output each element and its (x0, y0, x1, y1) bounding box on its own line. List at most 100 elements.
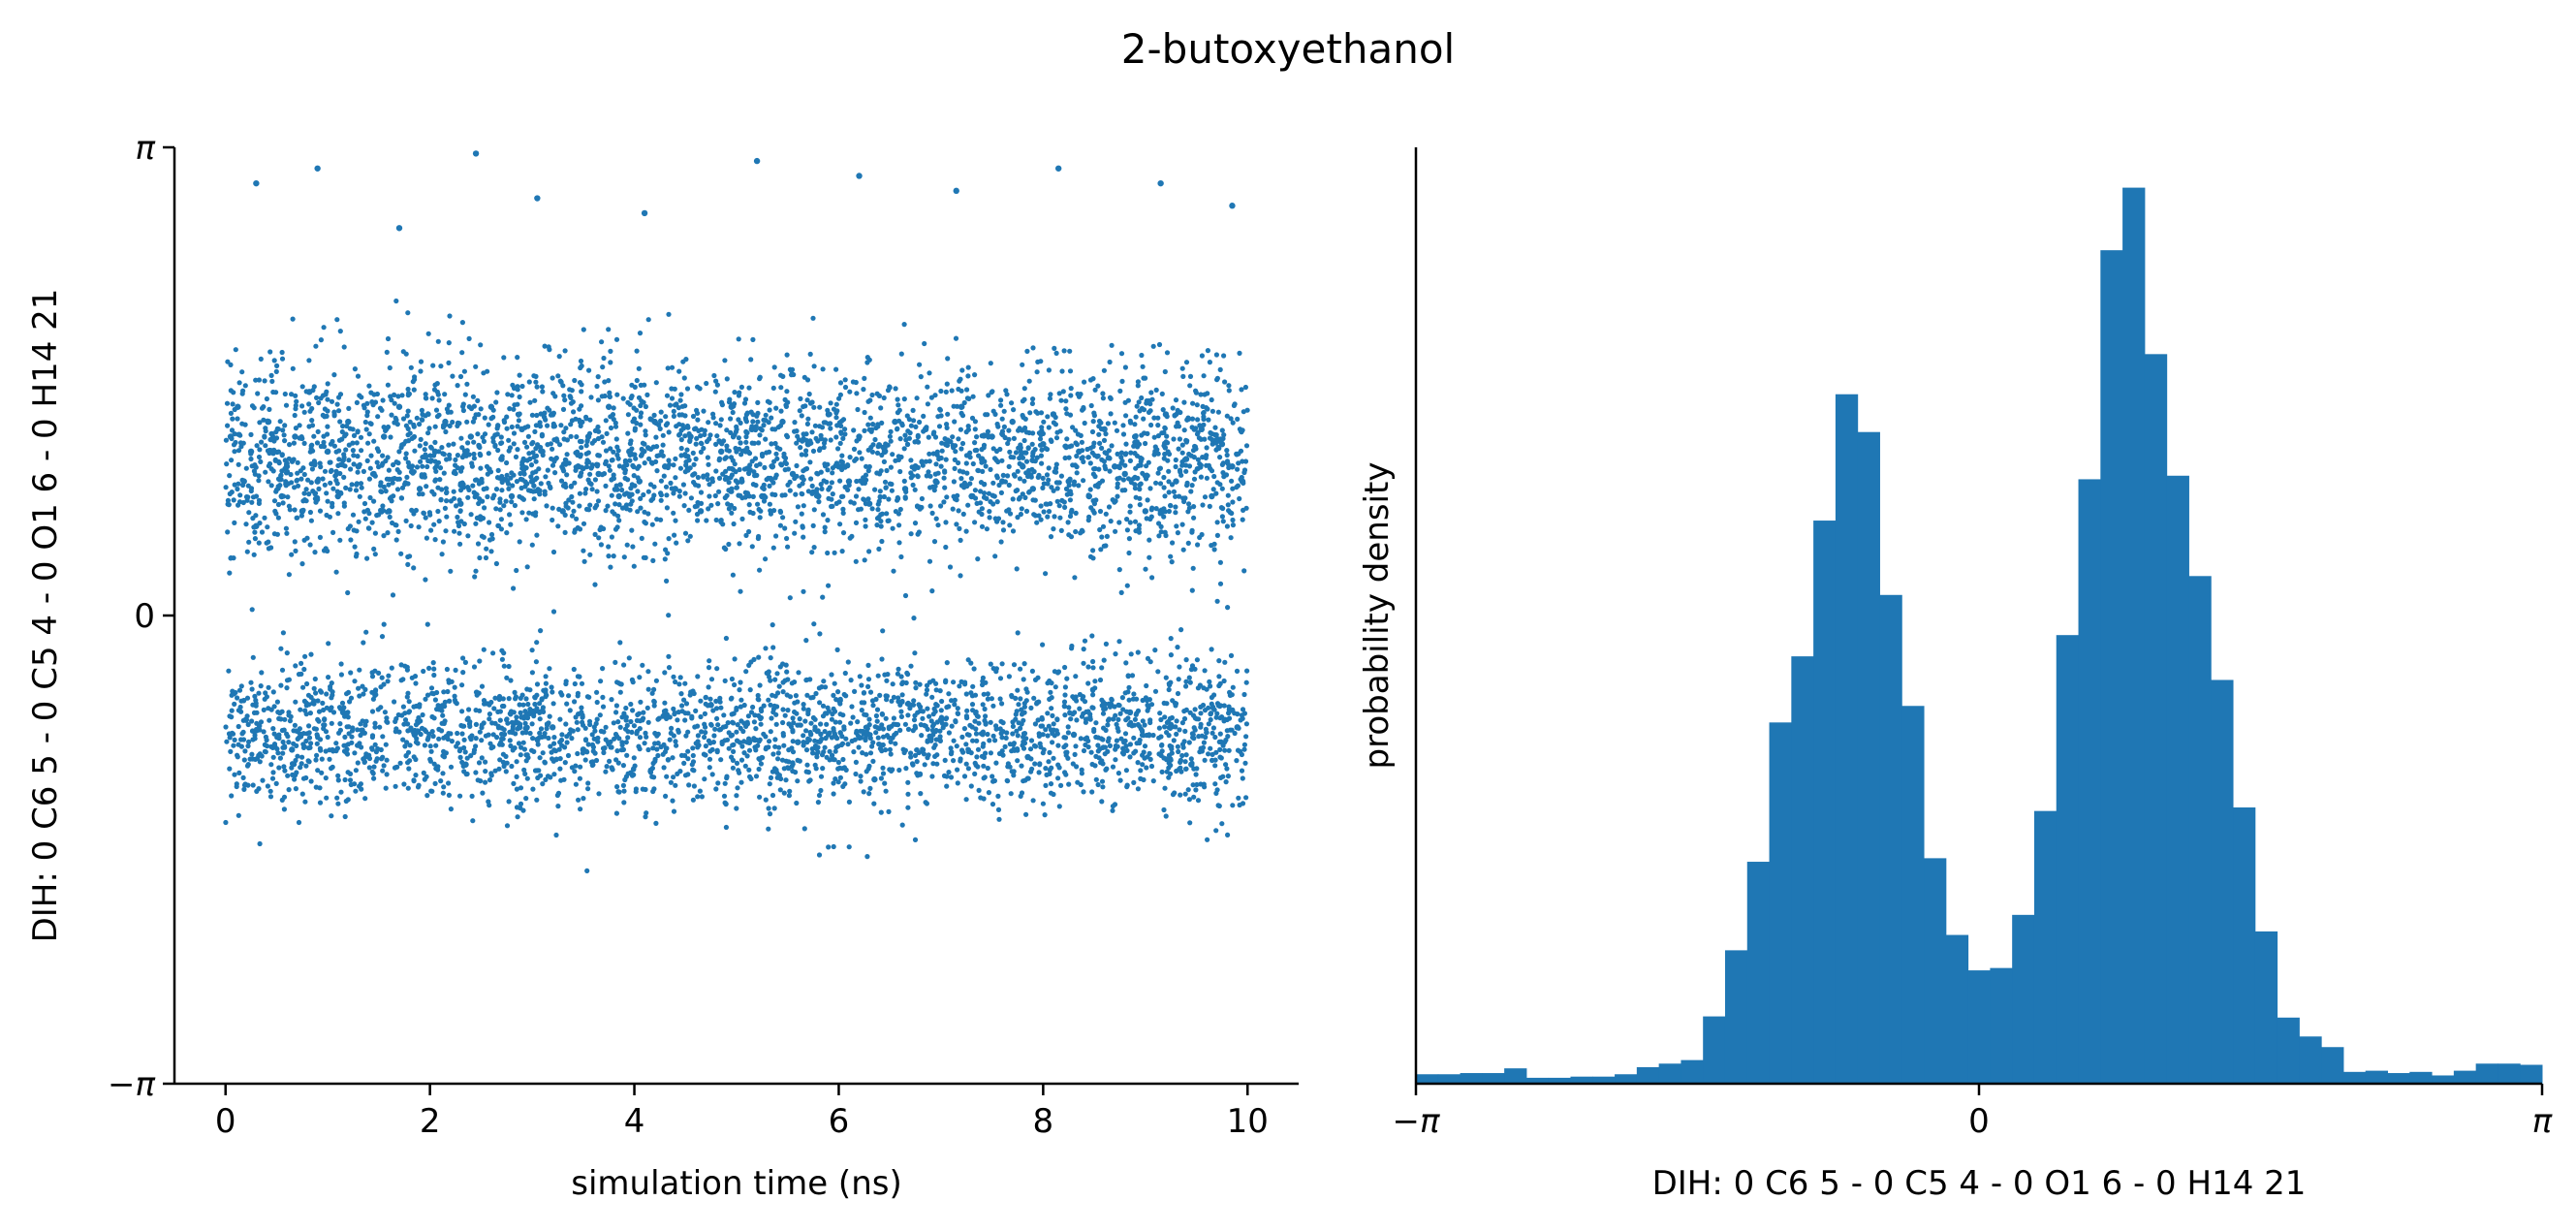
scatter-point (1098, 547, 1104, 553)
scatter-point (567, 387, 573, 393)
scatter-point (853, 520, 860, 526)
scatter-point (515, 355, 520, 361)
scatter-point (1148, 702, 1155, 708)
scatter-point (461, 737, 467, 742)
scatter-point (1179, 720, 1185, 726)
scatter-point (821, 478, 827, 484)
scatter-point (1110, 804, 1115, 809)
scatter-point (1128, 450, 1134, 456)
scatter-point (843, 693, 849, 699)
scatter-point (377, 724, 383, 730)
scatter-point (792, 679, 798, 685)
scatter-point (772, 491, 778, 498)
scatter-point (809, 550, 815, 555)
scatter-point (512, 689, 518, 696)
scatter-point (734, 426, 739, 432)
scatter-point (313, 690, 319, 696)
scatter-point (763, 797, 769, 803)
scatter-point (840, 530, 847, 536)
scatter-point (507, 512, 513, 518)
scatter-point (941, 499, 947, 505)
scatter-point (385, 455, 391, 460)
scatter-point (671, 808, 677, 814)
scatter-point (1022, 416, 1028, 422)
scatter-point (899, 680, 905, 687)
scatter-point (297, 423, 302, 428)
scatter-point (796, 670, 801, 676)
scatter-point (594, 699, 600, 706)
scatter-point (1011, 662, 1018, 668)
scatter-point (573, 464, 579, 470)
scatter-point (1211, 707, 1217, 712)
scatter-point (707, 765, 712, 771)
scatter-point (1113, 742, 1118, 749)
scatter-point (666, 665, 673, 671)
scatter-point (787, 595, 793, 601)
scatter-point (1202, 392, 1208, 397)
scatter-point (308, 518, 314, 523)
scatter-point (1206, 751, 1211, 757)
scatter-point (430, 363, 436, 368)
scatter-point (325, 396, 330, 402)
scatter-point (562, 744, 568, 750)
scatter-point (1126, 550, 1132, 556)
scatter-point (803, 678, 809, 683)
scatter-point (782, 525, 788, 531)
scatter-point (394, 487, 401, 492)
scatter-point (1201, 416, 1207, 423)
scatter-point (895, 699, 901, 705)
scatter-point (1072, 575, 1078, 581)
scatter-point (1076, 483, 1082, 489)
scatter-point (1187, 383, 1193, 389)
scatter-point (531, 496, 537, 502)
scatter-point (615, 456, 621, 461)
scatter-point (713, 517, 719, 523)
scatter-point (1177, 436, 1182, 442)
scatter-point (555, 523, 561, 529)
scatter-point (883, 788, 889, 794)
scatter-point (1193, 426, 1199, 431)
scatter-point (661, 765, 667, 771)
scatter-point (526, 510, 532, 516)
scatter-point (1050, 712, 1055, 719)
scatter-point (985, 731, 990, 738)
scatter-point (1023, 429, 1029, 435)
scatter-point (249, 607, 255, 613)
scatter-point (395, 225, 403, 232)
scatter-point (494, 426, 500, 431)
scatter-point (1008, 791, 1014, 797)
scatter-point (797, 483, 802, 489)
scatter-point (287, 507, 293, 513)
scatter-point (888, 739, 894, 745)
scatter-point (676, 432, 682, 438)
scatter-point (1096, 431, 1102, 437)
scatter-point (585, 780, 591, 786)
scatter-point (1022, 494, 1028, 500)
scatter-point (334, 401, 340, 407)
scatter-point (1055, 669, 1062, 675)
scatter-point (487, 777, 493, 783)
scatter-point (846, 844, 852, 850)
scatter-point (537, 716, 543, 722)
scatter-point (1127, 458, 1133, 463)
scatter-point (616, 502, 622, 508)
scatter-point (321, 325, 327, 331)
scatter-point (403, 518, 409, 524)
scatter-point (758, 761, 765, 767)
scatter-point (867, 750, 874, 756)
scatter-point (1022, 450, 1028, 456)
scatter-point (911, 717, 918, 723)
scatter-point (1085, 664, 1091, 670)
scatter-point (1153, 387, 1159, 393)
scatter-point (1219, 514, 1225, 520)
scatter-point (717, 695, 723, 702)
scatter-point (970, 738, 976, 743)
scatter-point (1179, 752, 1185, 759)
scatter-point (873, 712, 880, 719)
scatter-point (1022, 425, 1028, 431)
scatter-point (685, 711, 691, 716)
scatter-point (1041, 419, 1047, 425)
scatter-point (630, 708, 636, 713)
scatter-point (418, 368, 424, 374)
scatter-point (650, 444, 656, 450)
